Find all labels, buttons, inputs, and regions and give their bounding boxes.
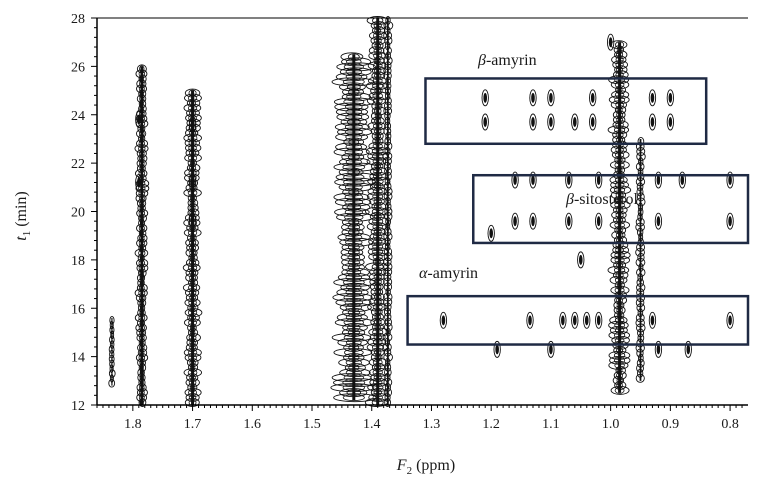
- y-tick-label: 20: [71, 206, 85, 221]
- contour-ridge: [134, 64, 150, 407]
- contour-peak: [654, 212, 663, 230]
- contour-peak: [481, 89, 489, 107]
- contour-ridge: [330, 52, 379, 403]
- contour-peak: [487, 224, 495, 242]
- contour-peak: [511, 212, 519, 230]
- contour-peak: [188, 115, 197, 133]
- contour-peak: [547, 89, 555, 107]
- y-axis-title: t1 (min): [13, 191, 33, 241]
- y-tick-label: 22: [71, 157, 85, 172]
- x-tick-label: 1.5: [303, 417, 321, 432]
- contour-peak: [135, 174, 143, 191]
- contour-peak: [571, 311, 579, 329]
- x-tick-label: 1.7: [184, 417, 202, 432]
- contour-peak: [684, 340, 692, 358]
- contour-peak: [606, 33, 615, 51]
- x-tick-label: 0.9: [662, 417, 680, 432]
- contour-peak: [648, 89, 657, 107]
- contour-ridge: [382, 16, 394, 407]
- contour-ridge: [607, 40, 632, 395]
- contour-peak: [135, 111, 143, 129]
- contour-peak: [583, 311, 591, 329]
- contour-peak: [595, 311, 603, 329]
- contour-peak: [666, 113, 675, 131]
- contour-peak: [526, 311, 534, 329]
- contour-peak: [666, 89, 675, 107]
- y-axis-ticks: 12 14 16 18 20 22 24 26 28: [71, 12, 97, 414]
- contour-peak: [726, 212, 734, 230]
- annotation-box: [472, 173, 750, 245]
- contour-peak: [595, 212, 603, 230]
- contour-peak: [589, 113, 597, 131]
- contour-peak: [654, 340, 663, 358]
- contour-peak: [529, 113, 537, 131]
- x-tick-label: 1.2: [482, 417, 500, 432]
- contour-peak: [188, 174, 197, 191]
- contour-peak: [565, 212, 573, 230]
- y-tick-label: 12: [71, 399, 85, 414]
- contour-peak: [577, 251, 585, 269]
- y-tick-label: 18: [71, 254, 85, 269]
- x-tick-label: 1.4: [363, 417, 381, 432]
- contour-peak: [188, 212, 197, 230]
- contour-peak: [493, 340, 501, 358]
- y-tick-label: 16: [71, 302, 85, 317]
- contour-peak: [439, 311, 448, 329]
- contour-peak: [571, 113, 579, 131]
- contour-ridge: [108, 316, 116, 388]
- contour-peak: [648, 311, 657, 329]
- x-tick-label: 1.6: [244, 417, 262, 432]
- contour-peak: [565, 171, 573, 189]
- contour-peak: [595, 171, 603, 189]
- contour-peak: [529, 212, 537, 230]
- contour-layer: [108, 16, 734, 407]
- contour-peak: [481, 113, 489, 131]
- y-tick-label: 28: [71, 12, 85, 27]
- contour-ridge: [635, 136, 646, 383]
- annotation-boxes: [406, 77, 750, 346]
- annotation-box: [424, 77, 708, 146]
- annotation-label-beta-amyrin: β-amyrin: [477, 52, 537, 69]
- contour-peak: [547, 340, 555, 358]
- contour-peak: [589, 89, 597, 107]
- x-tick-label: 1.1: [542, 417, 560, 432]
- x-tick-label: 1.8: [124, 417, 142, 432]
- contour-peak: [529, 89, 537, 107]
- contour-peak: [529, 171, 537, 189]
- x-axis-ticks: 1.8 1.7 1.6 1.5 1.4 1.3 1.2 1.1 1.0 0.9 0.8: [96, 405, 743, 432]
- contour-peak: [547, 113, 555, 131]
- contour-peak: [726, 311, 734, 329]
- contour-ridge: [182, 88, 203, 407]
- annotation-label-beta-sitosterol: β-sitosterol: [565, 191, 639, 208]
- x-tick-label: 1.0: [602, 417, 620, 432]
- contour-peak: [654, 171, 663, 189]
- contour-peak: [726, 171, 734, 189]
- y-tick-label: 14: [71, 351, 85, 366]
- annotation-label-alpha-amyrin: α-amyrin: [419, 265, 478, 282]
- contour-peak: [559, 311, 567, 329]
- contour-peak: [678, 171, 686, 189]
- contour-peak: [648, 113, 657, 131]
- contour-peak: [511, 171, 519, 189]
- y-tick-label: 26: [71, 60, 85, 75]
- annotation-box: [406, 294, 750, 346]
- y-tick-label: 24: [71, 109, 85, 124]
- x-tick-label: 1.3: [423, 417, 441, 432]
- x-tick-label: 0.8: [721, 417, 739, 432]
- x-axis-title: F2 (ppm): [396, 457, 455, 477]
